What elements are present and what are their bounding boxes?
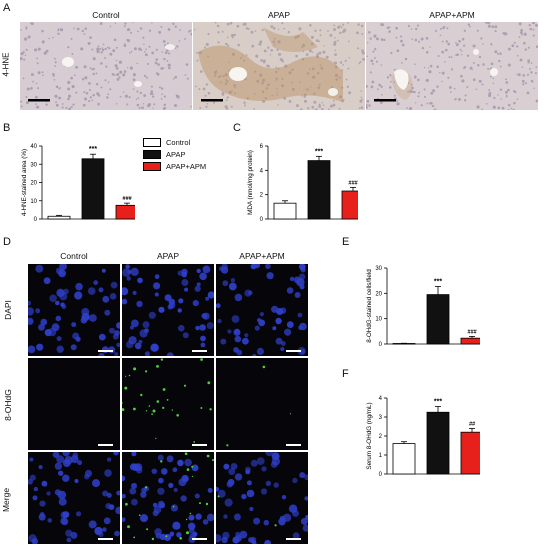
y-tick-label: 20 <box>30 181 37 187</box>
y-tick-label: 10 <box>30 199 37 205</box>
significance-label: ### <box>122 196 132 202</box>
panel-label-a: A <box>3 2 11 14</box>
legend-label-apap: APAP <box>166 150 186 159</box>
y-tick-label: 30 <box>375 266 382 272</box>
chart-e: 0 10 20 308-OHdG-stained cells/field *** ### <box>366 266 480 348</box>
y-tick-label: 20 <box>375 291 382 297</box>
legend-label-apap-apm: APAP+APM <box>166 162 207 171</box>
fluor-8ohdg-control <box>28 358 120 450</box>
group-header-control: Control <box>92 10 120 20</box>
histology-apap-image <box>193 22 365 110</box>
legend-item-control: Control <box>143 138 206 147</box>
bar-apap <box>81 158 105 220</box>
bar-apap <box>307 160 331 220</box>
group-header-apap-apm: APAP+APM <box>429 10 475 20</box>
fluor-merge-apap <box>122 452 214 544</box>
y-tick-label: 2 <box>260 193 264 199</box>
y-tick-label: 0 <box>379 342 383 348</box>
row-label-4hne: 4-HNE <box>1 52 11 77</box>
y-tick-label: 0 <box>34 217 38 223</box>
bar-control <box>392 443 416 475</box>
bar-apap-apm <box>460 431 480 475</box>
y-tick-label: 6 <box>260 144 264 150</box>
d-header-apap: APAP <box>156 251 180 261</box>
panel-label-d: D <box>3 236 11 248</box>
bar-control <box>392 343 416 345</box>
bar-apap-apm <box>341 190 358 220</box>
chart-b: 0 10 20 30 404-HNE-stained area (%) *** ### <box>21 144 135 223</box>
legend-item-apap: APAP <box>143 150 206 159</box>
bar-apap-apm <box>460 337 480 345</box>
fluor-merge-control <box>28 452 120 544</box>
y-axis-label: 4-HNE-stained area (%) <box>21 149 28 216</box>
y-tick-label: 3 <box>379 415 383 421</box>
y-tick-label: 4 <box>379 396 383 402</box>
y-tick-label: 10 <box>375 317 382 323</box>
panel-label-e: E <box>342 236 350 248</box>
legend-swatch-control <box>143 138 161 147</box>
significance-label: *** <box>434 278 442 285</box>
legend: Control APAP APAP+APM <box>143 138 206 171</box>
panel-label-f: F <box>342 368 349 380</box>
fluor-merge-apap-apm <box>216 452 308 544</box>
fluor-dapi-control <box>28 264 120 356</box>
y-tick-label: 40 <box>30 144 37 150</box>
chart-c: 0 2 4 6 MDA (nmol/mg protein) *** ### <box>247 144 358 223</box>
bar-control <box>47 215 71 220</box>
significance-label: ### <box>348 180 358 186</box>
significance-label: *** <box>89 146 97 153</box>
bar-apap-apm <box>115 204 135 220</box>
y-axis-label: Serum 8-OHdG (ng/mL) <box>366 402 373 469</box>
panel-label-c: C <box>233 122 241 134</box>
legend-swatch-apap <box>143 150 161 159</box>
chart-f: 0 1 2 3 4 Serum 8-OHdG (ng/mL) *** ## <box>366 396 480 478</box>
bar-apap <box>426 294 450 345</box>
row-label-merge: Merge <box>1 487 12 513</box>
y-tick-label: 4 <box>260 168 264 174</box>
histology-control-image <box>20 22 192 110</box>
row-label-8ohdg: 8-OHdG <box>2 389 13 421</box>
bar-apap <box>426 411 450 475</box>
significance-label: ### <box>467 329 477 335</box>
row-label-dapi: DAPI <box>2 300 13 320</box>
significance-label: ## <box>469 421 476 427</box>
legend-swatch-apap-apm <box>143 162 161 171</box>
y-tick-label: 2 <box>379 434 383 440</box>
y-tick-label: 0 <box>260 217 264 223</box>
legend-label-control: Control <box>166 138 191 147</box>
y-axis-label: 8-OHdG-stained cells/field <box>366 269 373 343</box>
y-tick-label: 0 <box>379 472 383 478</box>
fluor-dapi-apap-apm <box>216 264 308 356</box>
histology-apap-apm-image <box>366 22 538 110</box>
y-tick-label: 30 <box>30 162 37 168</box>
fluor-8ohdg-apap-apm <box>216 358 308 450</box>
significance-label: *** <box>434 399 442 406</box>
y-tick-label: 1 <box>379 453 383 459</box>
y-axis-label: MDA (nmol/mg protein) <box>247 150 254 215</box>
group-header-apap: APAP <box>267 10 291 20</box>
d-header-apap-apm: APAP+APM <box>239 251 285 261</box>
panel-label-b: B <box>3 122 11 134</box>
legend-item-apap-apm: APAP+APM <box>143 162 206 171</box>
fluor-8ohdg-apap <box>122 358 214 450</box>
fluor-dapi-apap <box>122 264 214 356</box>
bar-control <box>273 202 297 220</box>
d-header-control: Control <box>60 251 88 261</box>
significance-label: *** <box>315 148 323 155</box>
